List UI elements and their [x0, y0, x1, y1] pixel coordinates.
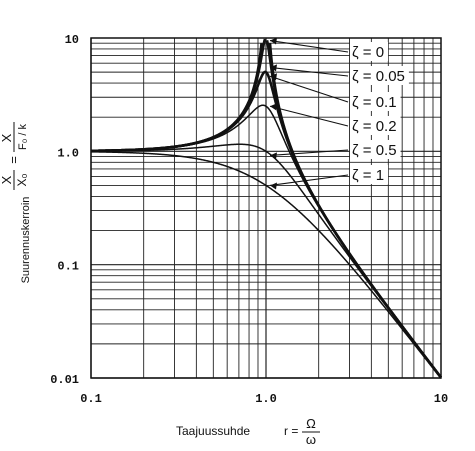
legend-pointer-arrow — [270, 37, 277, 45]
y-tick-label: 0.1 — [57, 260, 79, 274]
legend-pointer-arrow — [270, 64, 277, 72]
x-axis-formula: r = Ω ω — [284, 416, 320, 447]
legend-label-bg — [350, 42, 389, 61]
y-formula-lhs-num: X — [0, 175, 14, 184]
legend-entry: ζ = 1 — [352, 167, 384, 184]
x-formula-num: Ω — [306, 416, 316, 431]
x-tick-label: 10 — [434, 392, 448, 406]
legend-label-bg — [350, 92, 401, 111]
y-formula-eq: = — [6, 156, 21, 164]
legend-entry: ζ = 0 — [352, 44, 384, 61]
legend-pointer-line — [269, 105, 349, 127]
legend-pointer-arrow — [270, 182, 277, 190]
response-curves — [90, 38, 443, 379]
y-tick-label: 1.0 — [57, 146, 79, 160]
y-axis-formula: X X₀ = X F₀ / k — [0, 122, 29, 190]
series-line — [91, 143, 442, 379]
legend-pointer-line — [269, 39, 349, 53]
legend-pointer-line — [269, 174, 349, 186]
legend-pointers — [269, 37, 349, 190]
series-line — [90, 151, 442, 379]
legend-label-bg — [350, 66, 409, 85]
y-tick-label: 10 — [65, 33, 79, 47]
x-tick-label: 1.0 — [255, 392, 277, 406]
legend-entry: ζ = 0.1 — [352, 94, 397, 111]
legend-label-bg — [350, 165, 389, 184]
legend-pointer-line — [269, 66, 349, 77]
legend-entry: ζ = 0.05 — [352, 68, 405, 85]
legend-pointer-arrow — [270, 103, 277, 111]
x-tick-label: 0.1 — [80, 392, 102, 406]
y-axis-label: Suurennuskerroin — [20, 197, 32, 284]
legend: ζ = 0 ζ = 0.05 ζ = 0.1 ζ = 0.2 ζ = 0.5 ζ = 1 — [350, 42, 409, 184]
legend-label-bg — [350, 116, 401, 135]
y-formula-lhs-den: X₀ — [15, 173, 29, 186]
legend-entry: ζ = 0.5 — [352, 142, 397, 159]
legend-pointer-arrow — [270, 152, 277, 160]
y-formula-rhs-den: F₀ / k — [17, 124, 29, 150]
y-formula-rhs-num: X — [0, 133, 14, 142]
legend-pointer-arrow — [270, 73, 277, 81]
grid — [90, 38, 441, 379]
y-axis-label-group: Suurennuskerroin — [20, 197, 32, 284]
legend-pointer-line — [269, 75, 349, 103]
y-tick-label: 0.01 — [50, 373, 79, 387]
plot-frame — [90, 37, 442, 379]
x-axis-label: Taajuussuhde — [176, 424, 250, 438]
x-formula-den: ω — [306, 432, 316, 447]
legend-entry: ζ = 0.2 — [352, 118, 397, 135]
x-formula-lhs: r = — [284, 424, 298, 438]
legend-pointer-line — [269, 149, 349, 156]
legend-label-bg — [350, 140, 401, 159]
